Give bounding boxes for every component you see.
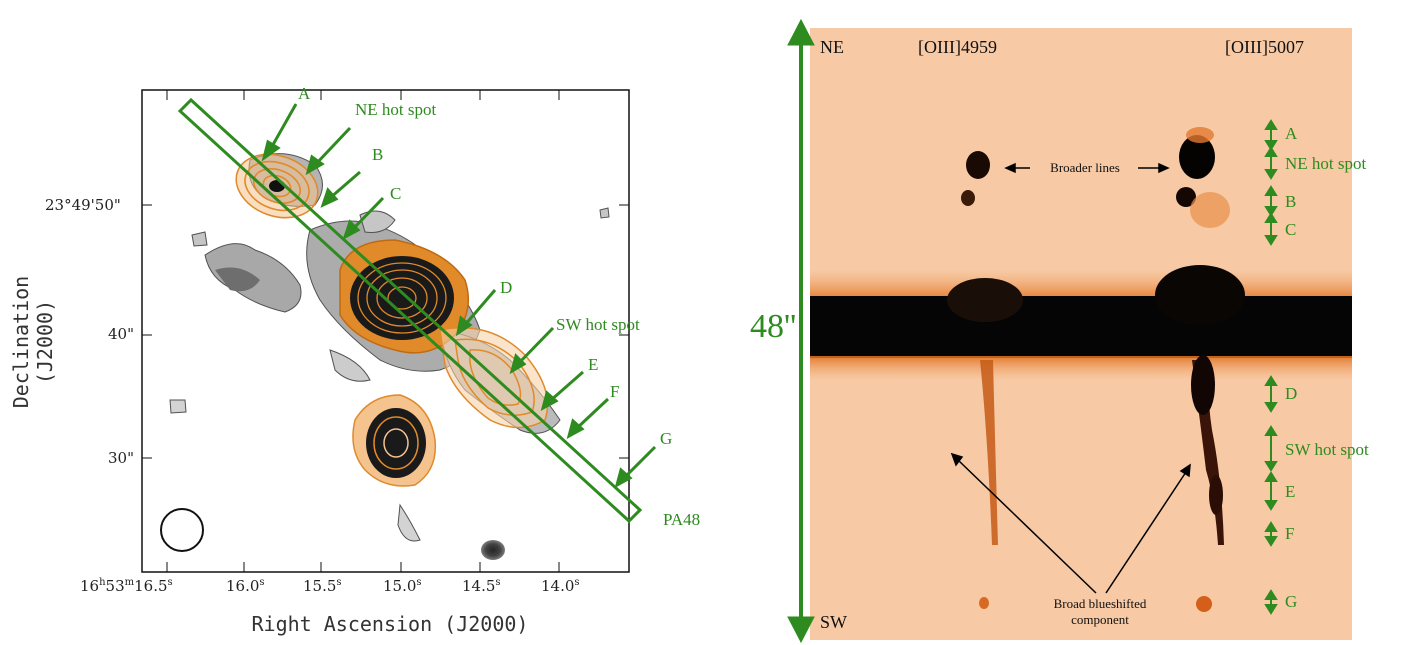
x-tick-label: 16.0s: [226, 577, 265, 595]
region-label: SW hot spot: [1285, 440, 1369, 459]
label-sw-hot-spot: SW hot spot: [556, 315, 640, 334]
south-source: [352, 394, 437, 487]
region-label: E: [1285, 482, 1296, 501]
direction-sw: SW: [820, 612, 847, 632]
scale-label: 48'': [750, 308, 797, 345]
label-e: E: [588, 355, 599, 374]
region-label: A: [1285, 124, 1298, 143]
region-label: G: [1285, 592, 1298, 611]
annotation-arrows: [261, 103, 657, 488]
y-tick-label: 40": [108, 325, 134, 343]
label-f: F: [610, 382, 620, 401]
slit-pa48: [177, 97, 643, 524]
x-tick-label: 14.0s: [541, 577, 580, 595]
spectrum-image: [787, 18, 1352, 644]
region-label: F: [1285, 524, 1295, 543]
broad-component-label-2: component: [1071, 612, 1129, 627]
y-tick-label: 23°49'50": [45, 196, 121, 214]
y-axis-title: Declination (J2000): [9, 275, 57, 409]
scale-arrow: [787, 18, 815, 644]
label-c: C: [390, 184, 402, 203]
label-pa48: PA48: [663, 510, 701, 529]
y-tick-label: 30": [108, 449, 134, 467]
label-g: G: [660, 429, 673, 448]
line-label-4959: [OIII]4959: [918, 37, 997, 57]
region-label: D: [1285, 384, 1298, 403]
region-label: C: [1285, 220, 1297, 239]
line-label-5007: [OIII]5007: [1225, 37, 1304, 57]
region-arrows: [1264, 119, 1278, 615]
beam-circle: [160, 508, 204, 552]
x-tick-label: 15.5s: [303, 577, 342, 595]
broader-lines-label: Broader lines: [1050, 160, 1120, 175]
ticks: [142, 90, 629, 572]
broad-component-arrows: [950, 452, 1191, 594]
region-label: B: [1285, 192, 1297, 211]
radio-map: [141, 89, 657, 573]
x-tick-label: 15.0s: [383, 577, 422, 595]
broader-lines-arrows: [1004, 162, 1170, 174]
label-d: D: [500, 278, 513, 297]
label-b: B: [372, 145, 384, 164]
broad-component-label-1: Broad blueshifted: [1053, 596, 1147, 611]
label-ne-hot-spot: NE hot spot: [355, 100, 437, 119]
direction-ne: NE: [820, 37, 844, 57]
x-tick-label: 14.5s: [462, 577, 501, 595]
x-axis-title: Right Ascension (J2000): [251, 612, 529, 636]
x-tick-label: 16h53m16.5s: [80, 577, 173, 595]
label-a: A: [298, 84, 311, 103]
region-label: NE hot spot: [1285, 154, 1367, 173]
